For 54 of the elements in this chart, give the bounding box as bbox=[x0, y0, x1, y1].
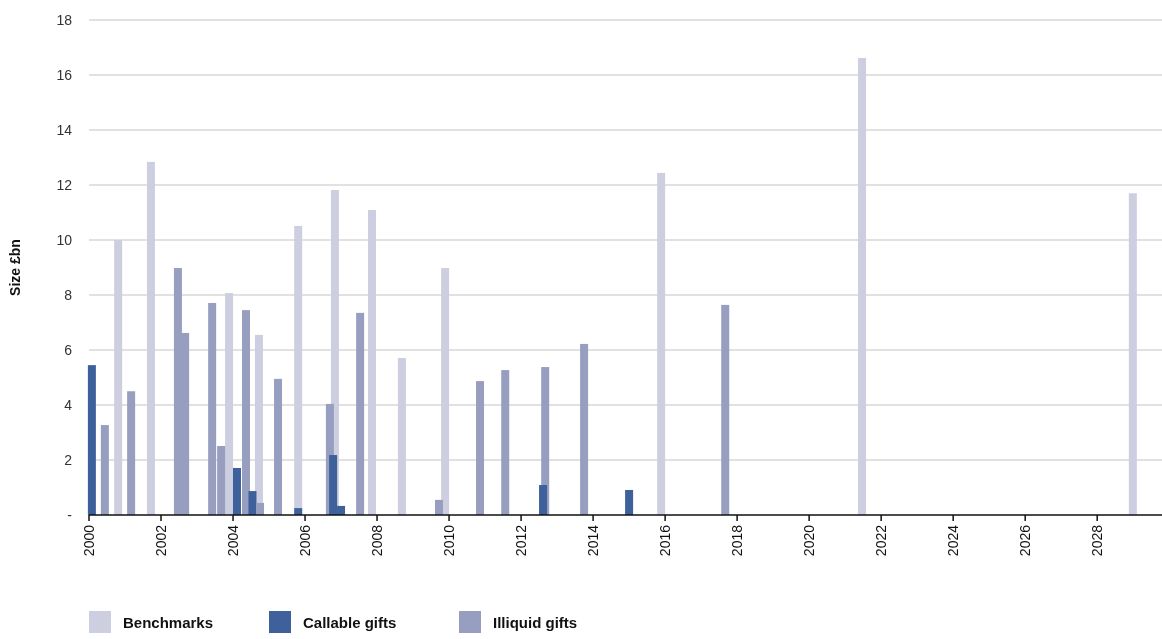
bar bbox=[274, 378, 283, 515]
bar bbox=[146, 161, 155, 515]
x-tick-label: 2006 bbox=[296, 524, 313, 557]
x-tick-label: 2026 bbox=[1017, 524, 1034, 557]
x-tick-label: 2016 bbox=[657, 524, 674, 557]
bar bbox=[356, 312, 365, 515]
bar bbox=[858, 57, 867, 515]
bar bbox=[580, 343, 589, 515]
x-tick-label: 2028 bbox=[1089, 524, 1106, 557]
y-tick-label: 18 bbox=[56, 11, 73, 28]
bar bbox=[87, 365, 96, 515]
x-tick-label: 2004 bbox=[224, 524, 241, 557]
x-tick-label: 2024 bbox=[945, 524, 962, 557]
bar bbox=[248, 491, 257, 515]
y-tick-label: 8 bbox=[64, 286, 73, 303]
x-tick-label: 2020 bbox=[801, 524, 818, 557]
bar bbox=[441, 268, 450, 515]
bar bbox=[232, 467, 241, 515]
y-tick-label: - bbox=[67, 506, 73, 523]
y-tick-label: 6 bbox=[64, 341, 73, 358]
x-tick-label: 2012 bbox=[512, 524, 529, 557]
bar bbox=[114, 240, 123, 515]
y-tick-label: 14 bbox=[56, 121, 73, 138]
bar bbox=[539, 485, 548, 515]
legend-label: Benchmarks bbox=[123, 614, 214, 631]
bar bbox=[397, 357, 406, 515]
legend-label: Illiquid gifts bbox=[493, 614, 578, 631]
y-tick-label: 4 bbox=[64, 396, 73, 413]
y-axis-title: Size £bn bbox=[7, 239, 23, 296]
y-tick-label: 10 bbox=[56, 231, 73, 248]
x-tick-label: 2014 bbox=[584, 524, 601, 557]
bar bbox=[501, 370, 510, 515]
x-tick-label: 2022 bbox=[873, 524, 890, 557]
bar bbox=[625, 489, 634, 515]
x-tick-label: 2000 bbox=[80, 524, 97, 557]
y-tick-label: 12 bbox=[56, 176, 73, 193]
bar bbox=[1128, 193, 1137, 515]
bar bbox=[368, 210, 377, 515]
bar bbox=[476, 381, 485, 515]
bar bbox=[100, 425, 109, 515]
x-tick-label: 2008 bbox=[368, 524, 385, 557]
x-tick-label: 2018 bbox=[729, 524, 746, 557]
x-tick-label: 2010 bbox=[440, 524, 457, 557]
bar bbox=[256, 502, 265, 515]
bar bbox=[434, 499, 443, 515]
bar bbox=[657, 172, 666, 515]
bar bbox=[241, 310, 250, 515]
bar bbox=[127, 391, 136, 515]
legend-label: Callable gifts bbox=[303, 614, 397, 631]
x-tick-label: 2002 bbox=[152, 524, 169, 557]
y-tick-label: 2 bbox=[64, 451, 73, 468]
bar bbox=[225, 293, 234, 515]
bar bbox=[721, 304, 730, 515]
y-tick-label: 16 bbox=[56, 66, 73, 83]
